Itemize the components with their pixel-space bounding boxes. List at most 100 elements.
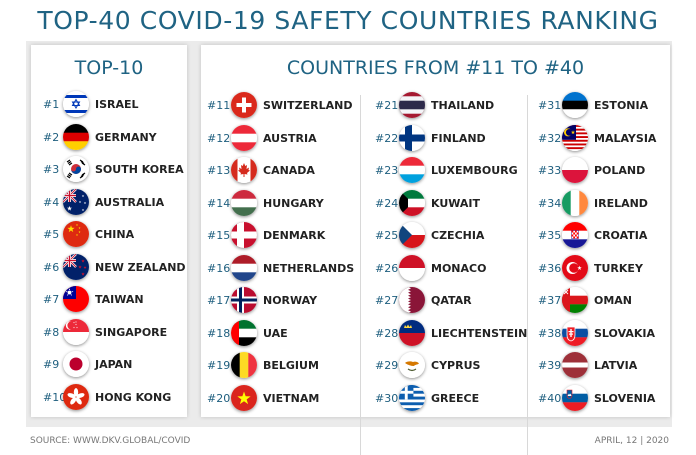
country-name: SWITZERLAND [263, 99, 353, 112]
country-name: FINLAND [431, 131, 486, 145]
rank-number: #6 [43, 260, 60, 274]
germany-flag-icon [63, 123, 89, 150]
rank-number: #36 [538, 261, 562, 275]
austria-flag-icon [231, 124, 257, 151]
rank-number: #18 [207, 326, 231, 340]
rank-number: #3 [43, 163, 60, 176]
country-name: VIETNAM [263, 391, 320, 405]
country-row: #26 MONACO [375, 254, 525, 283]
page-title: TOP-40 COVID-19 SAFETY COUNTRIES RANKING [37, 6, 659, 35]
rank-number: #26 [375, 261, 399, 275]
rank-number: #25 [375, 229, 399, 242]
country-row: #37 OMAN [538, 287, 688, 315]
rank-number: #24 [375, 196, 399, 210]
rank-number: #5 [43, 228, 60, 241]
country-row: #32 MALAYSIA [538, 124, 688, 153]
rank-number: #19 [207, 359, 231, 372]
country-row: #21 THAILAND [375, 92, 525, 120]
rank-number: #1 [43, 98, 60, 111]
rest-heading: COUNTRIES FROM #11 TO #40 [286, 57, 585, 79]
rank-number: #34 [538, 196, 562, 210]
rank-number: #21 [375, 99, 399, 112]
country-row: #20 VIETNAM [207, 384, 357, 413]
hungary-flag-icon [231, 189, 257, 216]
country-row: #9 JAPAN [43, 351, 183, 379]
south-korea-flag-icon [63, 156, 89, 182]
country-name: BELGIUM [263, 359, 319, 372]
country-row: #27 QATAR [375, 287, 525, 315]
country-name: CHINA [95, 228, 135, 241]
slovenia-flag-icon [562, 384, 588, 411]
croatia-flag-icon [562, 222, 588, 248]
norway-flag-icon [231, 287, 257, 313]
rank-number: #15 [207, 229, 231, 242]
rank-number: #10 [43, 390, 67, 404]
rank-number: #20 [207, 391, 231, 405]
czechia-flag-icon [399, 222, 425, 248]
rank-number: #27 [375, 294, 399, 307]
thailand-flag-icon [399, 92, 425, 118]
country-row: #16 NETHERLANDS [207, 254, 357, 283]
kuwait-flag-icon [399, 189, 425, 216]
luxembourg-flag-icon [399, 157, 425, 183]
qatar-flag-icon [399, 287, 425, 313]
country-row: #33 POLAND [538, 157, 688, 185]
country-name: CZECHIA [431, 229, 485, 242]
cyprus-flag-icon [399, 352, 425, 378]
country-row: #13 CANADA [207, 157, 357, 185]
rest-card: COUNTRIES FROM #11 TO #40 #11 SWITZERLAND… [201, 45, 670, 455]
country-row: #14 HUNGARY [207, 189, 357, 218]
greece-flag-icon [399, 384, 425, 411]
rank-number: #33 [538, 164, 562, 177]
rank-number: #9 [43, 358, 60, 371]
country-name: LATVIA [594, 359, 638, 372]
rank-number: #38 [538, 326, 562, 340]
rank-number: #22 [375, 131, 399, 145]
country-name: KUWAIT [431, 196, 481, 210]
rank-number: #14 [207, 196, 231, 210]
country-name: POLAND [594, 164, 646, 177]
date-note: APRIL, 12 | 2020 [594, 436, 669, 446]
country-name: CROATIA [594, 229, 648, 242]
rank-number: #11 [207, 99, 231, 112]
rank-number: #35 [538, 229, 562, 242]
country-row: #19 BELGIUM [207, 352, 357, 380]
country-row: #3 SOUTH KOREA [43, 156, 184, 184]
rank-number: #37 [538, 294, 562, 307]
country-name: AUSTRIA [263, 131, 317, 145]
country-name: CANADA [263, 164, 315, 177]
rank-number: #4 [43, 195, 60, 209]
country-row: #40 SLOVENIA [538, 384, 688, 413]
rank-number: #28 [375, 326, 399, 340]
country-row: #34 IRELAND [538, 189, 688, 218]
country-row: #31 ESTONIA [538, 92, 688, 120]
source-note: SOURCE: WWW.DKV.GLOBAL/COVID [30, 436, 191, 446]
australia-flag-icon [63, 188, 89, 215]
country-row: #29 CYPRUS [375, 352, 525, 380]
rank-number: #23 [375, 164, 399, 177]
country-name: OMAN [594, 294, 633, 307]
country-row: #4 AUSTRALIA [43, 188, 183, 217]
country-name: SLOVAKIA [594, 326, 656, 340]
country-row: #30 GREECE [375, 384, 525, 413]
rank-number: #30 [375, 391, 399, 405]
country-row: #2 GERMANY [43, 123, 183, 152]
singapore-flag-icon [63, 318, 89, 345]
country-name: JAPAN [95, 358, 133, 371]
rank-number: #17 [207, 294, 231, 307]
country-name: ISRAEL [95, 98, 139, 111]
country-name: NEW ZEALAND [95, 260, 186, 274]
liechtenstein-flag-icon [399, 319, 425, 346]
country-row: #5 CHINA [43, 221, 183, 249]
country-row: #28 LIECHTENSTEIN [375, 319, 527, 348]
country-name: LUXEMBOURG [431, 164, 518, 177]
country-row: #36 TURKEY [538, 254, 688, 283]
canada-flag-icon [231, 157, 257, 183]
country-row: #7 TAIWAN [43, 286, 183, 314]
poland-flag-icon [562, 157, 588, 183]
country-name: SINGAPORE [95, 325, 168, 339]
country-row: #23 LUXEMBOURG [375, 157, 525, 185]
rank-number: #12 [207, 131, 231, 145]
country-name: HUNGARY [263, 196, 324, 210]
country-row: #18 UAE [207, 319, 357, 348]
